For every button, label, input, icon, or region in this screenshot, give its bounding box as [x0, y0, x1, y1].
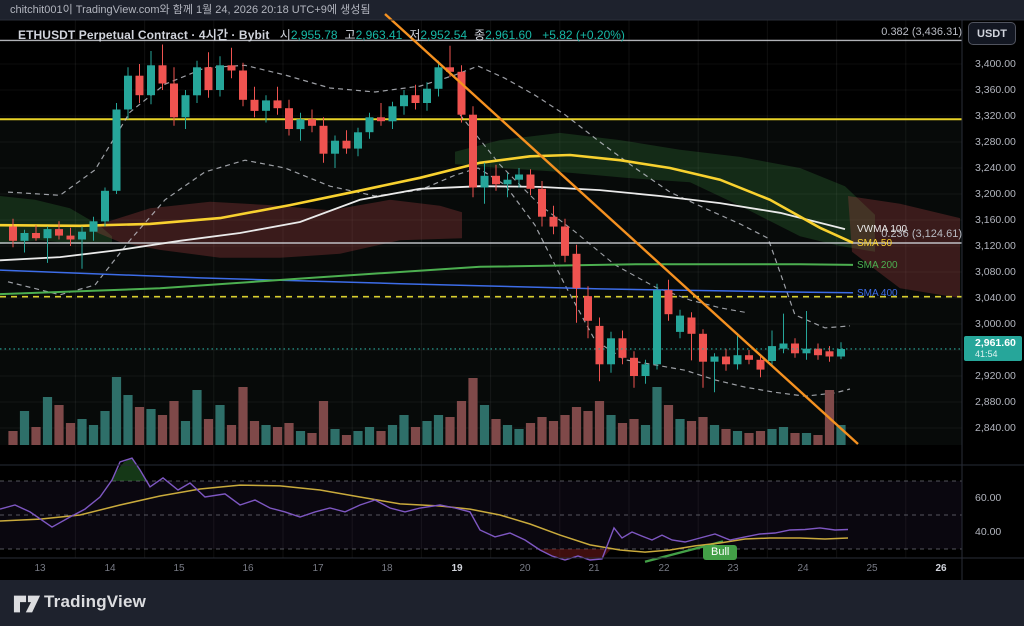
- price-tick: 3,280.00: [975, 136, 1016, 148]
- symbol-header: ETHUSDT Perpetual Contract · 4시간 · Bybit…: [18, 26, 625, 43]
- fib-level-0236-label: 0.236 (3,124.61): [881, 228, 962, 240]
- footer-bar: TradingView: [0, 580, 1024, 626]
- price-tick: 3,160.00: [975, 214, 1016, 226]
- ma-label: SMA 50: [857, 238, 893, 249]
- date-tick: 18: [381, 563, 393, 574]
- date-tick: 17: [312, 563, 324, 574]
- date-tick: 21: [588, 563, 600, 574]
- date-tick: 19: [451, 563, 463, 574]
- bull-divergence-label: Bull: [703, 545, 738, 560]
- price-tick: 3,360.00: [975, 84, 1016, 96]
- price-tick: 3,000.00: [975, 318, 1016, 330]
- date-tick: 23: [727, 563, 739, 574]
- brand-name: TradingView: [44, 592, 147, 611]
- price-tick: 3,200.00: [975, 188, 1016, 200]
- date-tick: 14: [104, 563, 116, 574]
- ohlc-value: 2,955.78: [290, 28, 338, 42]
- change-value: +5.82 (+0.20%): [542, 28, 625, 42]
- symbol-title[interactable]: ETHUSDT Perpetual Contract · 4시간 · Bybit: [18, 28, 270, 42]
- bar-countdown: 41:54: [975, 349, 998, 359]
- ma-label: VWMA 100: [857, 224, 908, 235]
- rsi-tick: 40.00: [975, 526, 1002, 538]
- price-tick: 3,400.00: [975, 58, 1016, 70]
- currency-button[interactable]: USDT: [968, 22, 1016, 45]
- date-tick: 25: [866, 563, 878, 574]
- attribution-text: chitchit001이 TradingView.com와 함께 1월 24, …: [10, 4, 371, 16]
- price-tick: 2,920.00: [975, 370, 1016, 382]
- current-price-badge: 2,961.60 41:54: [964, 336, 1022, 361]
- ohlc-value: 2,963.41: [355, 28, 403, 42]
- ohlc-label: 종: [474, 28, 486, 42]
- price-tick: 2,840.00: [975, 422, 1016, 434]
- price-tick: 2,880.00: [975, 396, 1016, 408]
- ohlc-label: 시: [279, 28, 291, 42]
- date-tick: 26: [935, 563, 947, 574]
- ohlc-label: 저: [409, 28, 421, 42]
- date-tick: 24: [797, 563, 809, 574]
- ma-label: SMA 400: [857, 288, 898, 299]
- current-price: 2,961.60: [975, 337, 1016, 349]
- price-tick: 3,120.00: [975, 240, 1016, 252]
- price-tick: 3,040.00: [975, 292, 1016, 304]
- ohlc-value: 2,952.54: [420, 28, 468, 42]
- ma-label: SMA 200: [857, 260, 898, 271]
- fib-level-0382-label: 0.382 (3,436.31): [881, 26, 962, 38]
- date-tick: 13: [34, 563, 46, 574]
- date-tick: 16: [242, 563, 254, 574]
- rsi-tick: 60.00: [975, 492, 1002, 504]
- ohlc-label: 고: [344, 28, 356, 42]
- date-tick: 22: [658, 563, 670, 574]
- price-tick: 3,320.00: [975, 110, 1016, 122]
- price-tick: 3,240.00: [975, 162, 1016, 174]
- ohlc-value: 2,961.60: [485, 28, 532, 42]
- price-tick: 3,080.00: [975, 266, 1016, 278]
- tradingview-logo-icon: [13, 595, 41, 613]
- date-tick: 20: [519, 563, 531, 574]
- attribution-bar: chitchit001이 TradingView.com와 함께 1월 24, …: [0, 0, 1024, 20]
- date-tick: 15: [173, 563, 185, 574]
- ohlc-values: 시2,955.78 고2,963.41 저2,952.54 종2,961.60: [273, 28, 532, 42]
